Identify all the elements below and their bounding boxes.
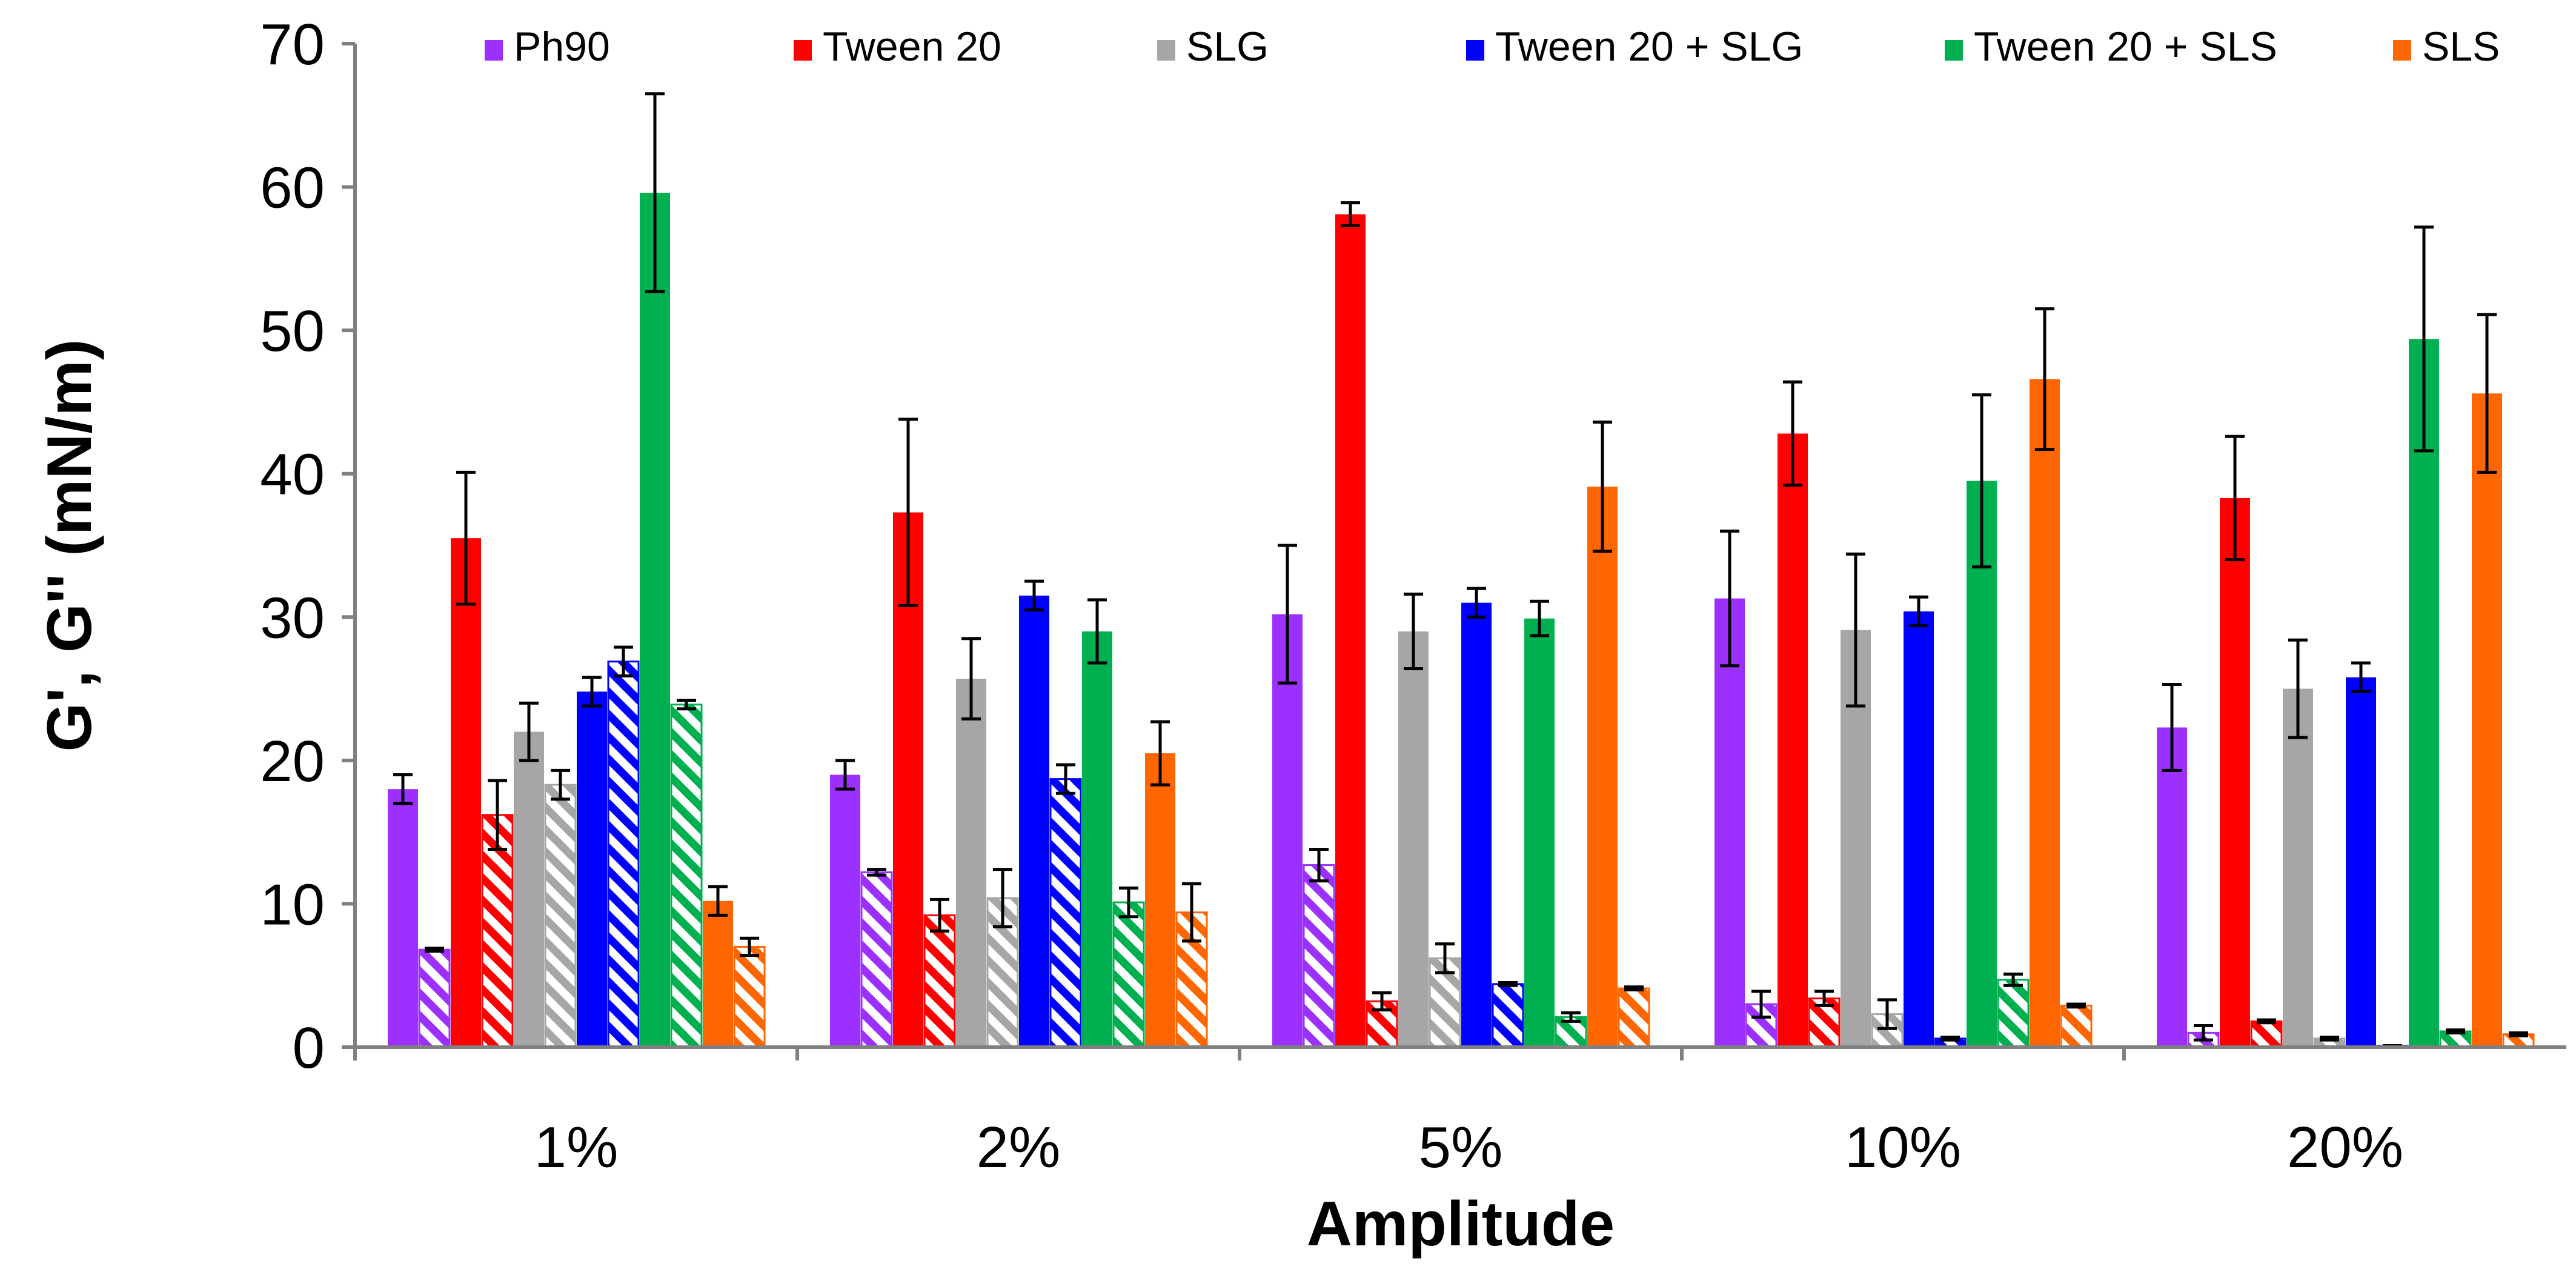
bar-tween-20-slg-g-double-prime: [607, 661, 640, 1048]
bar-slg-g-prime: [514, 731, 544, 1047]
bar-tween-20-sls-g-prime: [1082, 631, 1112, 1047]
bar-tween-20-g-prime: [451, 538, 481, 1047]
bar-slg-g-prime: [2283, 688, 2313, 1047]
bar-tween-20-g-prime: [1335, 214, 1366, 1047]
y-tick-label: 60: [260, 156, 325, 221]
bar-tween-20-g-double-prime: [923, 914, 956, 1048]
legend: Ph90 Tween 20 SLG Tween 20 + SLG Tween 20 + …: [485, 24, 2500, 70]
bar-tween-20-sls-g-prime: [640, 193, 670, 1047]
bar-tween-20-slg-g-prime: [577, 691, 607, 1047]
legend-label-tween-20-sls: Tween 20 + SLS: [1974, 24, 2277, 70]
bar-tween-20-slg-g-prime: [1019, 595, 1049, 1047]
legend-swatch-tween-20-sls: [1945, 40, 1963, 61]
x-axis-title: Amplitude: [1307, 1189, 1615, 1259]
bar-ph90-g-prime: [388, 789, 418, 1047]
y-axis-title: G', G'' (mN/m): [35, 339, 105, 752]
bar-tween-20-sls-g-double-prime: [1997, 979, 2030, 1048]
x-tick-label: 10%: [1845, 1115, 1961, 1180]
legend-label-tween-20: Tween 20: [823, 24, 1001, 70]
bar-sls-g-prime: [1145, 753, 1175, 1047]
bar-tween-20-slg-g-prime: [1461, 602, 1492, 1047]
bars-layer: [388, 193, 2535, 1048]
x-tick-label: 5%: [1419, 1115, 1503, 1180]
bar-tween-20-g-double-prime: [2250, 1020, 2283, 1048]
bar-ph90-g-double-prime: [418, 948, 451, 1048]
legend-swatch-tween-20: [794, 40, 812, 61]
legend-swatch-sls: [2393, 40, 2411, 61]
bar-tween-20-sls-g-double-prime: [1112, 901, 1145, 1048]
y-tick-labels: 0 10 20 30 40 50 60 70: [260, 12, 325, 1081]
bar-slg-g-double-prime: [544, 784, 577, 1048]
bar-ph90-g-prime: [1272, 614, 1303, 1047]
x-tick-label: 1%: [534, 1115, 619, 1180]
bar-tween-20-slg-g-double-prime: [1049, 778, 1082, 1048]
bar-sls-g-double-prime: [733, 945, 766, 1048]
bar-sls-g-double-prime: [1618, 987, 1650, 1048]
error-bars-layer: [393, 92, 2528, 1048]
legend-swatch-tween-20-slg: [1466, 40, 1484, 61]
bar-ph90-g-prime: [1715, 598, 1745, 1047]
bar-tween-20-slg-g-prime: [2346, 677, 2376, 1047]
bar-slg-g-prime: [956, 679, 986, 1047]
y-tick-label: 10: [260, 872, 325, 937]
legend-swatch-slg: [1157, 40, 1175, 61]
axes: [342, 42, 2566, 1061]
bar-ph90-g-double-prime: [1303, 864, 1335, 1048]
bar-tween-20-sls-g-prime: [1967, 481, 1997, 1047]
bar-sls-g-double-prime: [2060, 1004, 2093, 1048]
bar-tween-20-g-prime: [1778, 433, 1808, 1047]
x-tick-label: 20%: [2287, 1115, 2403, 1180]
bar-ph90-g-prime: [2157, 727, 2187, 1047]
bar-tween-20-g-double-prime: [481, 814, 514, 1048]
bar-tween-20-sls-g-prime: [2409, 339, 2439, 1047]
bar-sls-g-prime: [2472, 393, 2502, 1047]
x-tick-label: 2%: [977, 1115, 1061, 1180]
bar-sls-g-prime: [703, 901, 733, 1047]
bar-sls-g-prime: [1587, 487, 1618, 1047]
bar-tween-20-g-prime: [2220, 498, 2250, 1047]
x-tick-labels: 1% 2% 5% 10% 20%: [534, 1115, 2403, 1180]
bar-ph90-g-double-prime: [860, 871, 893, 1048]
bar-slg-g-prime: [1398, 631, 1429, 1047]
y-tick-label: 70: [260, 12, 325, 77]
legend-label-tween-20-slg: Tween 20 + SLG: [1495, 24, 1803, 70]
y-tick-label: 20: [260, 729, 325, 794]
legend-label-slg: SLG: [1186, 24, 1269, 70]
bar-tween-20-slg-g-double-prime: [1492, 983, 1524, 1048]
legend-label-ph90: Ph90: [514, 24, 610, 70]
y-tick-label: 50: [260, 299, 325, 364]
y-tick-label: 0: [293, 1016, 325, 1081]
legend-label-sls: SLS: [2422, 24, 2500, 70]
bar-tween-20-sls-g-double-prime: [670, 704, 703, 1048]
bar-tween-20-sls-g-prime: [1524, 618, 1555, 1047]
y-tick-label: 40: [260, 442, 325, 507]
bar-sls-g-prime: [2030, 379, 2060, 1047]
y-tick-label: 30: [260, 585, 325, 650]
bar-ph90-g-prime: [830, 774, 860, 1047]
legend-swatch-ph90: [485, 40, 503, 61]
bar-tween-20-slg-g-prime: [1904, 611, 1934, 1047]
